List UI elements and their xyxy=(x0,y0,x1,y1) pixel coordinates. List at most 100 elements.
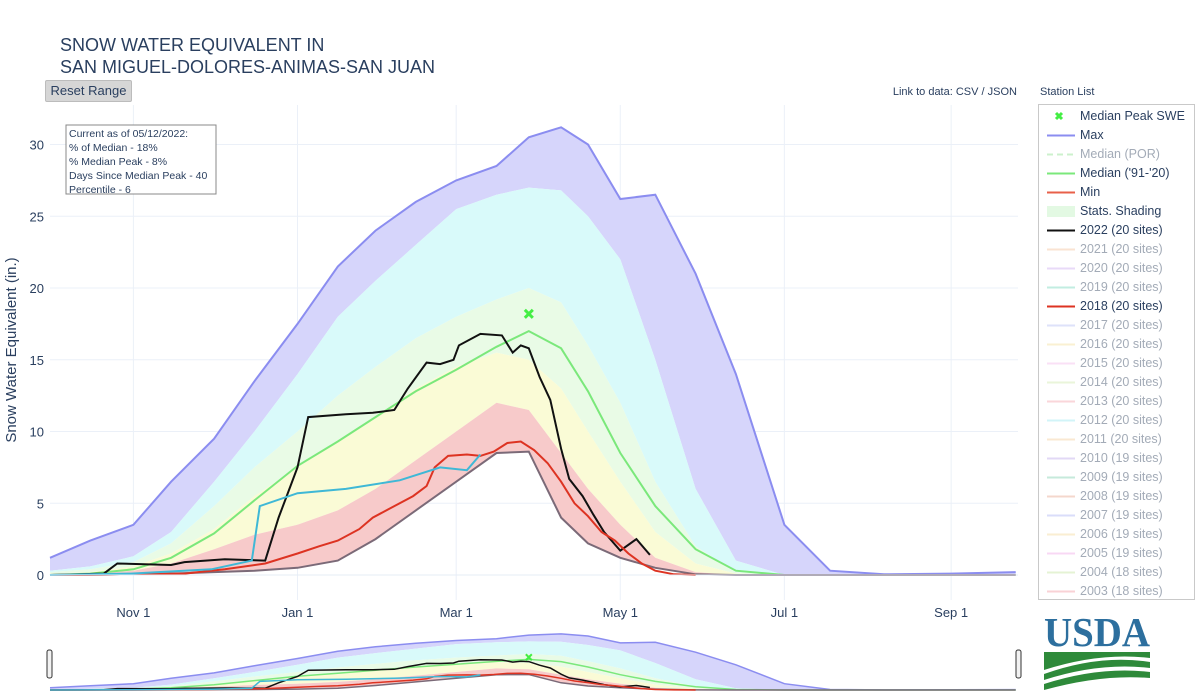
legend-item[interactable]: 2006 (19 sites) xyxy=(1039,525,1194,544)
legend-symbol xyxy=(1047,419,1075,422)
nav-series-median-por xyxy=(49,674,481,691)
legend-symbol xyxy=(1047,191,1075,194)
legend-label: 2009 (19 sites) xyxy=(1080,470,1163,484)
legend-label: 2019 (20 sites) xyxy=(1080,280,1163,294)
nav-series-max xyxy=(49,633,1016,691)
legend-label: 2014 (20 sites) xyxy=(1080,375,1163,389)
legend-item[interactable]: 2005 (19 sites) xyxy=(1039,544,1194,563)
usda-logo: USDA xyxy=(1044,609,1150,690)
legend-label: Median ('91-'20) xyxy=(1080,166,1170,180)
x-tick-label: Jan 1 xyxy=(282,605,314,620)
legend-item[interactable]: 2022 (20 sites) xyxy=(1039,221,1194,240)
x-tick-label: Jul 1 xyxy=(771,605,798,620)
legend-item[interactable]: 2017 (20 sites) xyxy=(1039,316,1194,335)
legend-label: 2015 (20 sites) xyxy=(1080,356,1163,370)
legend-label: 2013 (20 sites) xyxy=(1080,394,1163,408)
legend-item[interactable]: 2014 (20 sites) xyxy=(1039,373,1194,392)
legend-label: 2021 (20 sites) xyxy=(1080,242,1163,256)
legend-label: Max xyxy=(1080,128,1104,142)
legend-label: 2020 (20 sites) xyxy=(1080,261,1163,275)
legend-symbol xyxy=(1047,552,1075,555)
chart-title: SNOW WATER EQUIVALENT IN SAN MIGUEL-DOLO… xyxy=(60,34,435,78)
legend-symbol xyxy=(1047,362,1075,365)
band-max-p90 xyxy=(50,127,1016,576)
legend-symbol xyxy=(1047,476,1075,479)
nav-band-p90 xyxy=(50,641,1016,690)
nav-band-p70 xyxy=(50,654,1016,690)
range-handle-left[interactable] xyxy=(46,649,53,679)
legend-item[interactable]: 2003 (18 sites) xyxy=(1039,582,1194,599)
data-link-sep: / xyxy=(978,86,988,98)
band-p90-p70 xyxy=(50,187,1016,575)
series-2018 xyxy=(49,440,696,576)
legend-item[interactable]: Max xyxy=(1039,126,1194,145)
legend-label: Stats. Shading xyxy=(1080,204,1162,218)
legend-item[interactable]: 2015 (20 sites) xyxy=(1039,354,1194,373)
legend-item[interactable]: Min xyxy=(1039,183,1194,202)
legend-symbol xyxy=(1047,457,1075,460)
legend-item[interactable]: 2018 (20 sites) xyxy=(1039,297,1194,316)
nav-band-p50 xyxy=(50,662,1016,690)
legend-label: 2007 (19 sites) xyxy=(1080,508,1163,522)
series-median-por xyxy=(49,453,482,576)
legend-symbol xyxy=(1047,134,1075,137)
legend-label: Median (POR) xyxy=(1080,147,1160,161)
annotation-line: Days Since Median Peak - 40 xyxy=(69,170,207,182)
legend-item[interactable]: 2013 (20 sites) xyxy=(1039,392,1194,411)
legend-symbol xyxy=(1047,248,1075,251)
legend-item[interactable]: 2020 (20 sites) xyxy=(1039,259,1194,278)
band-p70-p50 xyxy=(50,288,1016,575)
legend-symbol xyxy=(1047,400,1075,403)
legend-item[interactable]: Median ('91-'20) xyxy=(1039,164,1194,183)
csv-link[interactable]: CSV xyxy=(955,86,979,98)
legend-label: 2010 (19 sites) xyxy=(1080,451,1163,465)
legend-label: 2005 (19 sites) xyxy=(1080,546,1163,560)
legend-symbol xyxy=(1047,305,1075,308)
legend-symbol xyxy=(1047,286,1075,289)
data-link: Link to data: CSV / JSON xyxy=(850,86,1017,98)
y-tick-label: 0 xyxy=(37,568,44,583)
y-tick-label: 25 xyxy=(30,209,44,224)
legend-item[interactable]: Median (POR) xyxy=(1039,145,1194,164)
legend-symbol xyxy=(1047,438,1075,441)
legend-symbol xyxy=(1047,172,1075,175)
legend-item[interactable]: 2004 (18 sites) xyxy=(1039,563,1194,582)
annotation-box xyxy=(65,124,217,195)
legend-item[interactable]: 2019 (20 sites) xyxy=(1039,278,1194,297)
legend-item[interactable]: 2010 (19 sites) xyxy=(1039,449,1194,468)
json-link[interactable]: JSON xyxy=(987,86,1017,98)
x-tick-label: Sep 1 xyxy=(934,605,968,620)
legend-item[interactable]: Median Peak SWE xyxy=(1039,107,1194,126)
reset-range-button[interactable]: Reset Range xyxy=(45,80,132,102)
legend-label: Min xyxy=(1080,185,1101,199)
range-handle-right[interactable] xyxy=(1015,649,1022,679)
legend-item[interactable]: 2007 (19 sites) xyxy=(1039,506,1194,525)
nav-series-2018 xyxy=(50,672,696,691)
legend-label: 2017 (20 sites) xyxy=(1080,318,1163,332)
legend-symbol xyxy=(1047,590,1075,593)
legend-fill-symbol xyxy=(1047,206,1075,217)
legend-label: 2006 (19 sites) xyxy=(1080,527,1163,541)
legend-item[interactable]: 2012 (20 sites) xyxy=(1039,411,1194,430)
legend-symbol xyxy=(1047,343,1075,346)
legend-symbol xyxy=(1047,533,1075,536)
legend-symbol xyxy=(1047,324,1075,327)
y-tick-label: 5 xyxy=(37,496,44,511)
station-list-link[interactable]: Station List xyxy=(1040,86,1095,98)
y-tick-label: 20 xyxy=(30,281,44,296)
y-tick-label: 15 xyxy=(30,353,44,368)
y-tick-label: 10 xyxy=(30,425,44,440)
legend-item[interactable]: 2016 (20 sites) xyxy=(1039,335,1194,354)
legend-item[interactable]: 2021 (20 sites) xyxy=(1039,240,1194,259)
chart-title-line-2: SAN MIGUEL-DOLORES-ANIMAS-SAN JUAN xyxy=(60,57,436,77)
x-tick-label: May 1 xyxy=(603,605,638,620)
legend-item[interactable]: 2008 (19 sites) xyxy=(1039,487,1194,506)
series-max xyxy=(49,126,1016,576)
legend-item[interactable]: Stats. Shading xyxy=(1039,202,1194,221)
band-p50-p30 xyxy=(50,352,1016,575)
legend-symbol xyxy=(1047,267,1075,270)
legend-item[interactable]: 2011 (20 sites) xyxy=(1039,430,1194,449)
legend-item[interactable]: 2009 (19 sites) xyxy=(1039,468,1194,487)
annotation-line: Current as of 05/12/2022: xyxy=(69,128,188,140)
